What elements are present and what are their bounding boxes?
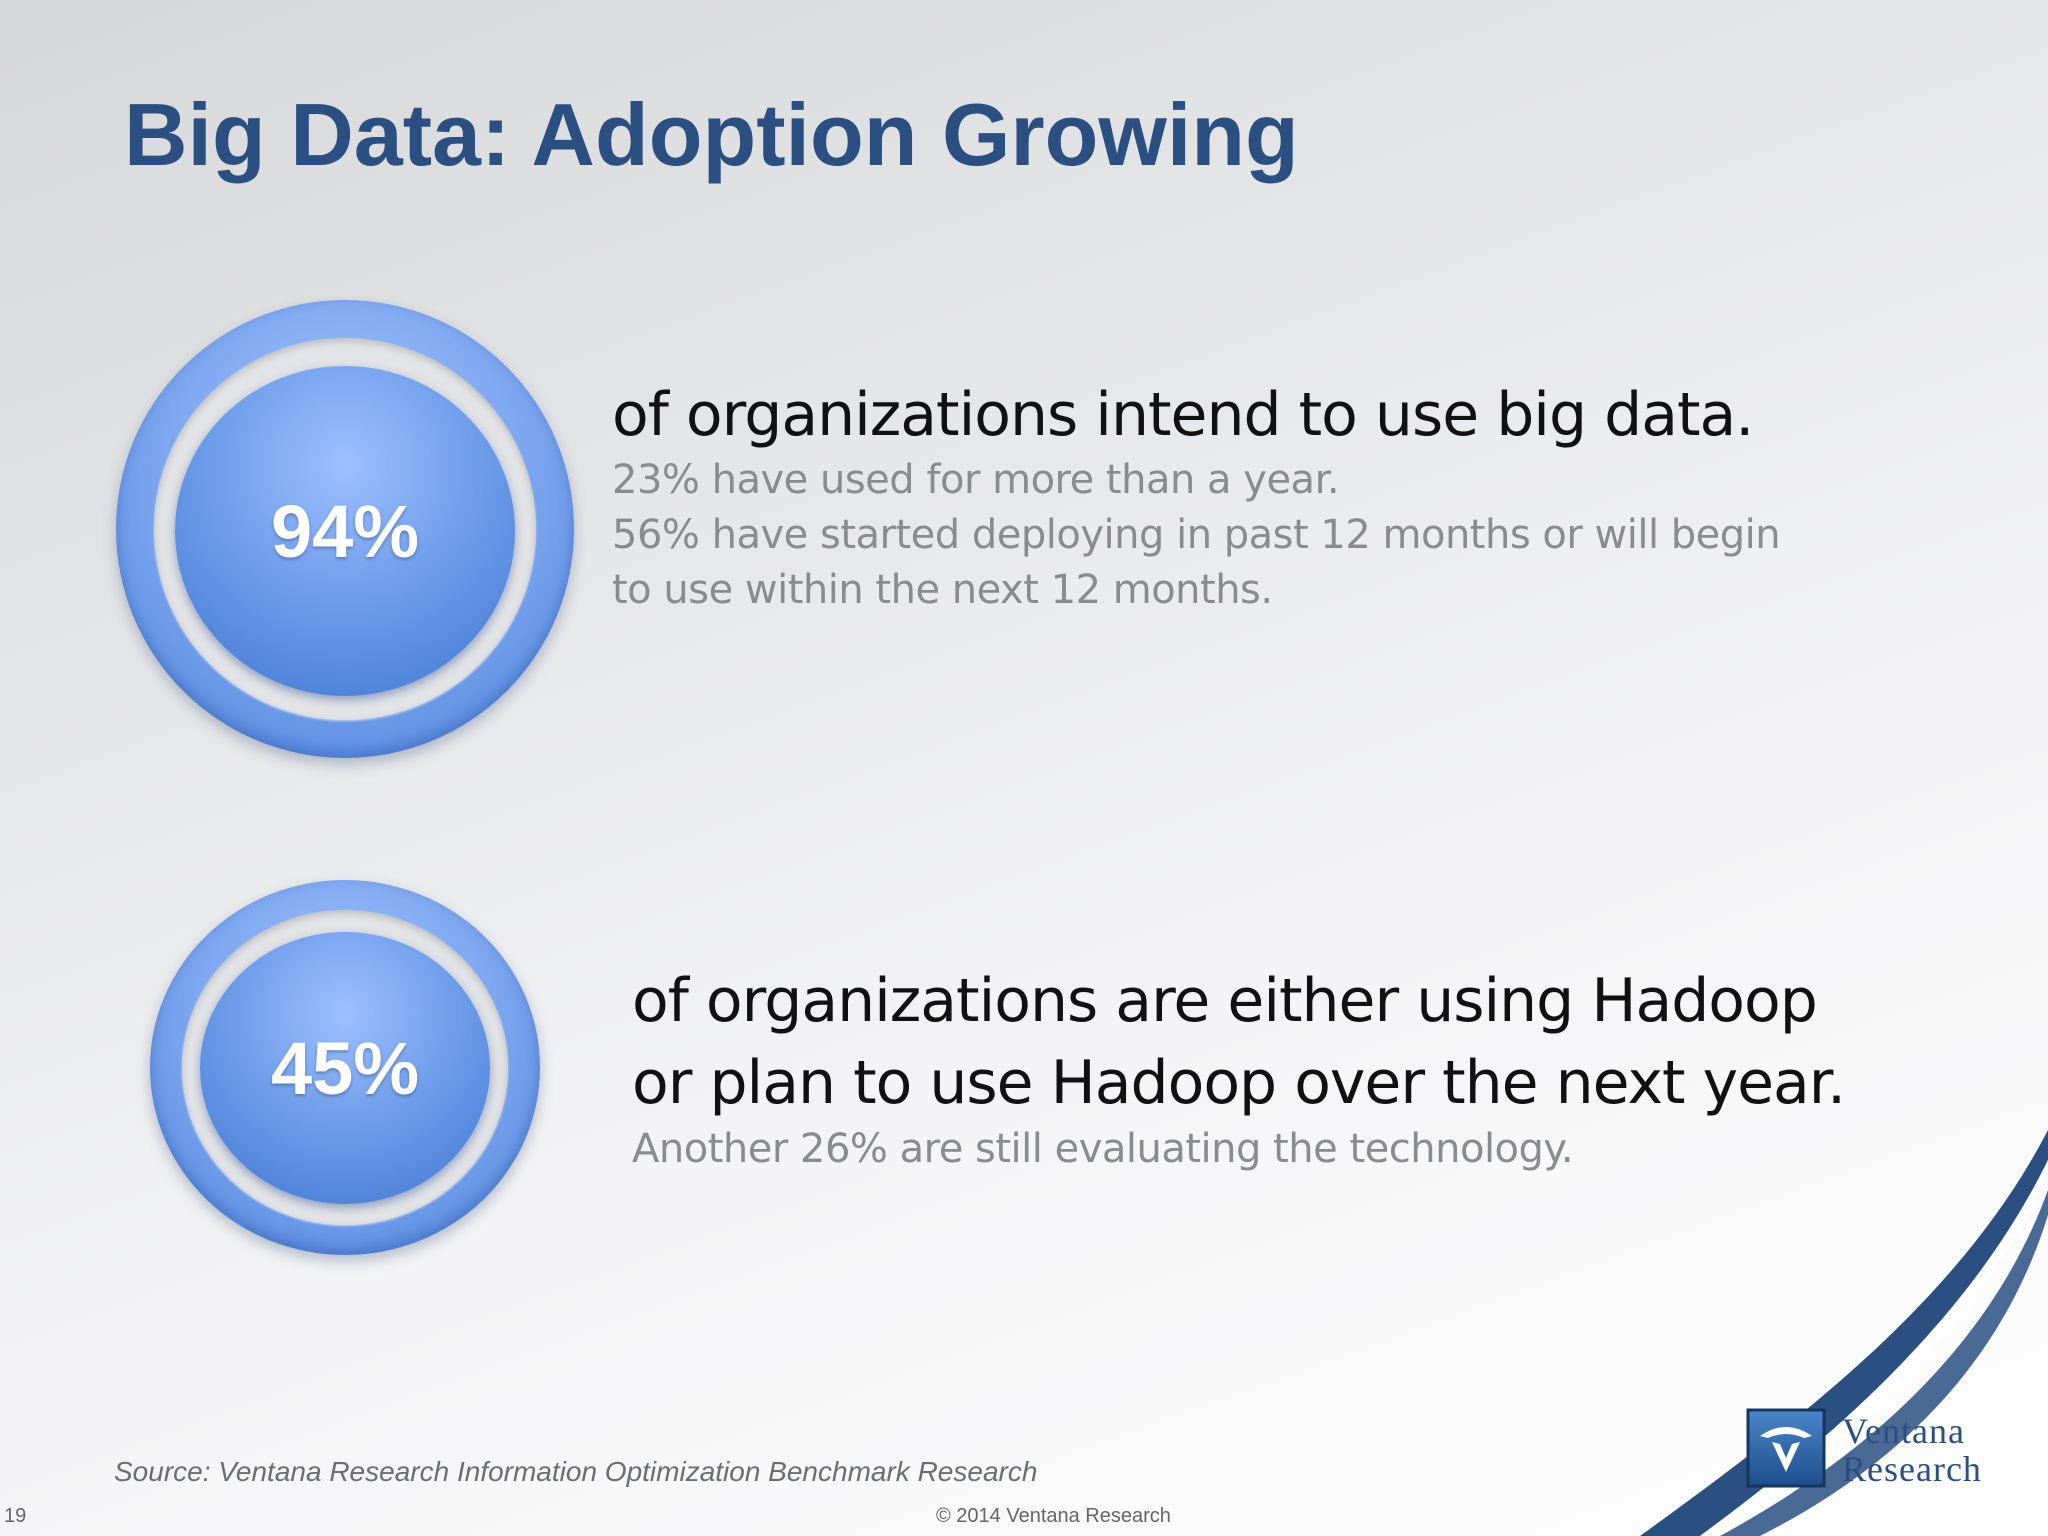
- logo-text-line1: Ventana: [1842, 1411, 1965, 1451]
- copyright-text: © 2014 Ventana Research: [936, 1505, 1171, 1527]
- detail-line: 56% have started deploying in past 12 mo…: [612, 512, 1781, 558]
- headline-line: of organizations are either using Hadoop: [632, 966, 1818, 1036]
- headline-line: of organizations intend to use big data.: [612, 380, 1754, 450]
- stat-headline-2: of organizations are either using Hadoop…: [632, 960, 1846, 1124]
- ventana-logo-icon: [1746, 1408, 1826, 1488]
- detail-line: 23% have used for more than a year.: [612, 457, 1340, 503]
- logo-text-line2: Research: [1842, 1449, 1982, 1489]
- stat-circle-inner-2: 45%: [200, 932, 490, 1204]
- detail-line: to use within the next 12 months.: [612, 567, 1273, 613]
- stat-headline-1: of organizations intend to use big data.: [612, 374, 1754, 456]
- stat-value-45: 45%: [270, 1026, 420, 1110]
- detail-line: Another 26% are still evaluating the tec…: [632, 1126, 1574, 1172]
- stat-value-94: 94%: [270, 489, 420, 573]
- slide-title: Big Data: Adoption Growing: [124, 85, 1299, 184]
- page-number: 19: [4, 1505, 27, 1527]
- source-note: Source: Ventana Research Information Opt…: [114, 1456, 1038, 1487]
- stat-detail-2: Another 26% are still evaluating the tec…: [632, 1122, 1574, 1177]
- stat-detail-1: 23% have used for more than a year. 56% …: [612, 453, 1781, 618]
- headline-line: or plan to use Hadoop over the next year…: [632, 1048, 1846, 1118]
- stat-circle-inner-1: 94%: [175, 366, 515, 696]
